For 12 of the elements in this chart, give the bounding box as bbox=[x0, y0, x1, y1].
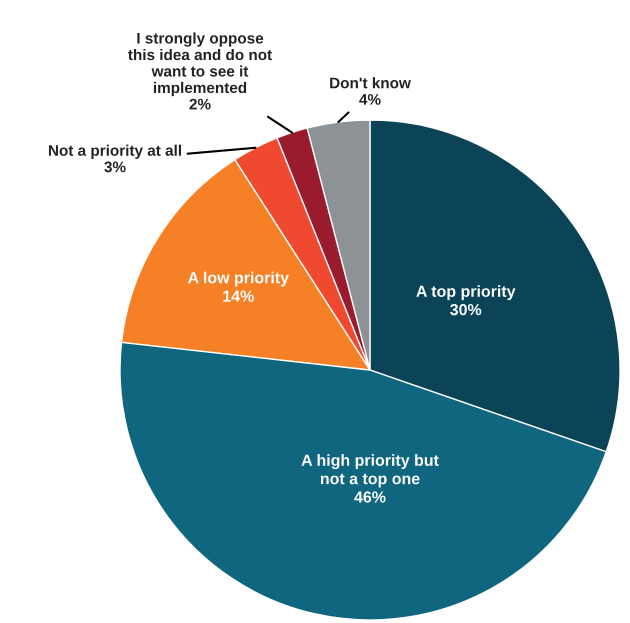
slice-label: A top priority bbox=[416, 285, 516, 300]
data-label: 14% bbox=[223, 290, 254, 302]
data-label: 2% bbox=[189, 98, 211, 110]
data-label: 3% bbox=[104, 162, 126, 172]
slice-label: A high priority but not a top one bbox=[301, 454, 439, 488]
data-label: 46% bbox=[354, 491, 386, 503]
slice-label: A low priority bbox=[188, 272, 289, 287]
data-label: 4% bbox=[359, 94, 381, 105]
slice-label: Not a priority at all bbox=[48, 144, 181, 159]
slice-label: I strongly oppose this idea and do not want to see it implemented bbox=[128, 32, 272, 96]
slice-label: Don't know bbox=[330, 77, 411, 88]
data-label: 30% bbox=[450, 304, 482, 316]
